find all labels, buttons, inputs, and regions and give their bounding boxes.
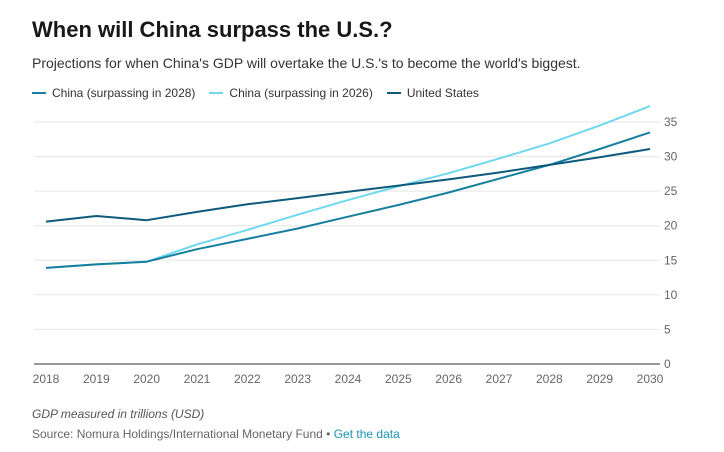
y-tick-label-20: 20 [664, 219, 678, 233]
x-tick-label-2019: 2019 [83, 372, 110, 386]
y-tick-label-10: 10 [664, 288, 678, 302]
y-tick-label-25: 25 [664, 184, 678, 198]
legend-swatch-china-2026 [209, 92, 224, 94]
y-tick-label-30: 30 [664, 150, 678, 164]
source-separator: • [326, 427, 331, 441]
y-tick-label-0: 0 [664, 357, 671, 371]
x-tick-label-2028: 2028 [536, 372, 563, 386]
legend-item-china-2028: China (surpassing in 2028) [32, 86, 195, 100]
x-tick-label-2022: 2022 [234, 372, 261, 386]
legend-item-united-states: United States [386, 86, 479, 100]
x-tick-label-2018: 2018 [33, 372, 60, 386]
x-axis-tick-labels: 2018 2019 2020 2021 2022 2023 2024 2025 2026 2027… [33, 372, 664, 386]
legend-item-china-2026: China (surpassing in 2026) [209, 86, 373, 100]
chart-legend: China (surpassing in 2028) China (surpas… [32, 86, 493, 100]
legend-label-united-states: United States [406, 86, 479, 100]
x-tick-label-2029: 2029 [586, 372, 613, 386]
legend-swatch-china-2028 [32, 92, 46, 94]
y-axis-tick-labels: 0 5 10 15 20 25 30 35 [664, 115, 678, 371]
x-tick-label-2023: 2023 [284, 372, 311, 386]
x-tick-label-2024: 2024 [335, 372, 362, 386]
y-tick-label-15: 15 [664, 253, 678, 267]
chart-note: GDP measured in trillions (USD) [32, 407, 205, 421]
legend-label-china-2028: China (surpassing in 2028) [52, 86, 196, 100]
get-the-data-link[interactable]: Get the data [333, 427, 400, 441]
chart-series-lines [45, 105, 651, 269]
x-tick-label-2030: 2030 [637, 372, 664, 386]
chart-title: When will China surpass the U.S.? [32, 17, 393, 42]
series-line-united-states [45, 148, 651, 223]
source-text: Source: Nomura Holdings/International Mo… [32, 427, 323, 441]
x-tick-label-2020: 2020 [133, 372, 160, 386]
legend-swatch-united-states [386, 92, 401, 94]
y-tick-label-5: 5 [664, 322, 671, 336]
series-line-china-2026 [45, 105, 651, 269]
y-tick-label-35: 35 [664, 115, 678, 129]
x-tick-label-2021: 2021 [184, 372, 211, 386]
chart-subtitle: Projections for when China's GDP will ov… [32, 55, 581, 71]
x-tick-label-2027: 2027 [486, 372, 513, 386]
chart-gridlines [34, 121, 660, 365]
legend-label-china-2026: China (surpassing in 2026) [229, 86, 373, 100]
x-tick-label-2026: 2026 [435, 372, 462, 386]
chart-source: Source: Nomura Holdings/International Mo… [32, 427, 400, 441]
x-tick-label-2025: 2025 [385, 372, 412, 386]
